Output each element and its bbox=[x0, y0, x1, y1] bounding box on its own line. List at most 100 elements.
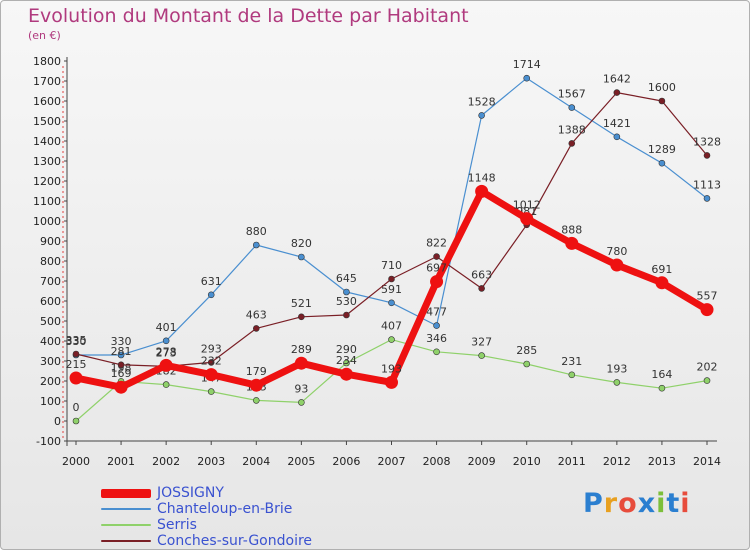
proxiti-logo: Proxiti bbox=[583, 488, 691, 519]
data-point-jossigny bbox=[69, 371, 83, 385]
data-point-conches-sur-gondoire bbox=[658, 97, 666, 105]
data-point-serris bbox=[568, 371, 576, 379]
data-label-chanteloup-en-brie: 1289 bbox=[648, 143, 676, 156]
data-label-chanteloup-en-brie: 645 bbox=[336, 272, 357, 285]
legend-item-serris: Serris bbox=[101, 517, 312, 533]
data-label-chanteloup-en-brie: 1421 bbox=[603, 117, 631, 130]
data-label-chanteloup-en-brie: 330 bbox=[111, 335, 132, 348]
logo-letter: o bbox=[618, 488, 638, 519]
legend-swatch bbox=[101, 508, 151, 510]
data-point-jossigny bbox=[430, 275, 444, 289]
data-point-chanteloup-en-brie bbox=[523, 74, 531, 82]
data-label-conches-sur-gondoire: 1328 bbox=[693, 135, 721, 148]
x-tick-label: 2001 bbox=[107, 455, 135, 468]
data-point-conches-sur-gondoire bbox=[568, 140, 576, 147]
data-label-chanteloup-en-brie: 401 bbox=[156, 321, 177, 334]
data-label-conches-sur-gondoire: 293 bbox=[201, 342, 222, 355]
y-tick-label: 500 bbox=[40, 315, 61, 328]
data-point-chanteloup-en-brie bbox=[478, 112, 485, 119]
y-tick-label: 1200 bbox=[33, 175, 61, 188]
data-label-serris: 193 bbox=[606, 362, 627, 375]
data-label-jossigny: 179 bbox=[246, 365, 267, 378]
data-point-serris bbox=[72, 417, 80, 425]
legend-swatch bbox=[101, 524, 151, 526]
x-tick-label: 2006 bbox=[332, 455, 360, 468]
data-point-serris bbox=[207, 388, 215, 395]
data-label-chanteloup-en-brie: 631 bbox=[201, 275, 222, 288]
data-point-conches-sur-gondoire bbox=[298, 313, 305, 321]
data-point-jossigny bbox=[385, 375, 398, 389]
data-label-jossigny: 289 bbox=[291, 343, 312, 356]
legend-swatch bbox=[101, 540, 151, 542]
data-point-chanteloup-en-brie bbox=[252, 241, 260, 249]
data-point-serris bbox=[433, 348, 440, 356]
data-point-jossigny bbox=[204, 368, 218, 382]
data-point-serris bbox=[613, 379, 621, 386]
y-tick-label: 1800 bbox=[33, 55, 61, 68]
logo-letter: i bbox=[656, 488, 667, 519]
data-point-jossigny bbox=[520, 212, 534, 226]
y-tick-label: 1300 bbox=[33, 155, 61, 168]
data-label-jossigny: 232 bbox=[201, 355, 222, 368]
data-label-serris: 346 bbox=[426, 332, 447, 345]
data-label-conches-sur-gondoire: 273 bbox=[156, 346, 177, 359]
x-tick-label: 2013 bbox=[648, 455, 676, 468]
data-point-chanteloup-en-brie bbox=[658, 159, 666, 167]
data-label-conches-sur-gondoire: 663 bbox=[471, 268, 492, 281]
data-label-jossigny: 193 bbox=[381, 362, 402, 375]
y-tick-label: 1100 bbox=[33, 195, 61, 208]
data-label-conches-sur-gondoire: 281 bbox=[111, 345, 132, 358]
chart-unit: (en €) bbox=[28, 29, 61, 42]
data-point-conches-sur-gondoire bbox=[703, 152, 711, 159]
data-label-conches-sur-gondoire: 1642 bbox=[603, 73, 631, 86]
data-point-serris bbox=[162, 381, 170, 388]
data-point-chanteloup-en-brie bbox=[613, 133, 621, 141]
data-point-chanteloup-en-brie bbox=[388, 299, 395, 307]
data-label-conches-sur-gondoire: 1600 bbox=[648, 81, 676, 94]
x-tick-label: 2002 bbox=[152, 455, 180, 468]
x-tick-label: 2010 bbox=[513, 455, 541, 468]
data-label-chanteloup-en-brie: 1113 bbox=[693, 178, 721, 191]
data-point-jossigny bbox=[610, 258, 624, 272]
data-point-conches-sur-gondoire bbox=[433, 253, 440, 260]
data-point-chanteloup-en-brie bbox=[568, 104, 576, 111]
x-tick-label: 2003 bbox=[197, 455, 225, 468]
data-point-conches-sur-gondoire bbox=[343, 311, 350, 319]
data-point-conches-sur-gondoire bbox=[252, 325, 260, 332]
data-label-chanteloup-en-brie: 880 bbox=[246, 225, 267, 238]
y-tick-label: 1700 bbox=[33, 75, 61, 88]
x-tick-label: 2012 bbox=[603, 455, 631, 468]
data-point-jossigny bbox=[339, 367, 353, 381]
data-label-chanteloup-en-brie: 820 bbox=[291, 237, 312, 250]
data-label-jossigny: 169 bbox=[111, 367, 132, 380]
x-tick-label: 2008 bbox=[423, 455, 451, 468]
data-label-conches-sur-gondoire: 335 bbox=[66, 334, 87, 347]
data-point-jossigny bbox=[159, 358, 173, 372]
data-point-serris bbox=[343, 359, 350, 367]
data-point-jossigny bbox=[700, 303, 714, 317]
x-tick-label: 2000 bbox=[62, 455, 90, 468]
data-label-chanteloup-en-brie: 1714 bbox=[513, 58, 541, 71]
x-tick-label: 2005 bbox=[287, 455, 315, 468]
data-label-jossigny: 780 bbox=[606, 245, 627, 258]
logo-letter: P bbox=[583, 488, 604, 519]
data-point-conches-sur-gondoire bbox=[478, 285, 485, 292]
data-point-chanteloup-en-brie bbox=[343, 288, 350, 296]
data-label-serris: 164 bbox=[651, 368, 672, 381]
legend-label: Conches-sur-Gondoire bbox=[157, 533, 313, 549]
data-point-conches-sur-gondoire bbox=[117, 361, 125, 369]
y-tick-label: 400 bbox=[40, 335, 61, 348]
data-label-jossigny: 557 bbox=[697, 290, 718, 303]
y-tick-label: -100 bbox=[36, 435, 61, 448]
legend-label: JOSSIGNY bbox=[157, 485, 224, 501]
y-tick-label: 1400 bbox=[33, 135, 61, 148]
x-tick-label: 2011 bbox=[558, 455, 586, 468]
data-point-jossigny bbox=[294, 356, 308, 370]
y-tick-label: 300 bbox=[40, 355, 61, 368]
data-label-serris: 407 bbox=[381, 320, 402, 333]
data-label-conches-sur-gondoire: 521 bbox=[291, 297, 312, 310]
data-point-chanteloup-en-brie bbox=[162, 337, 170, 345]
data-point-jossigny bbox=[249, 378, 263, 392]
x-tick-label: 2007 bbox=[378, 455, 406, 468]
